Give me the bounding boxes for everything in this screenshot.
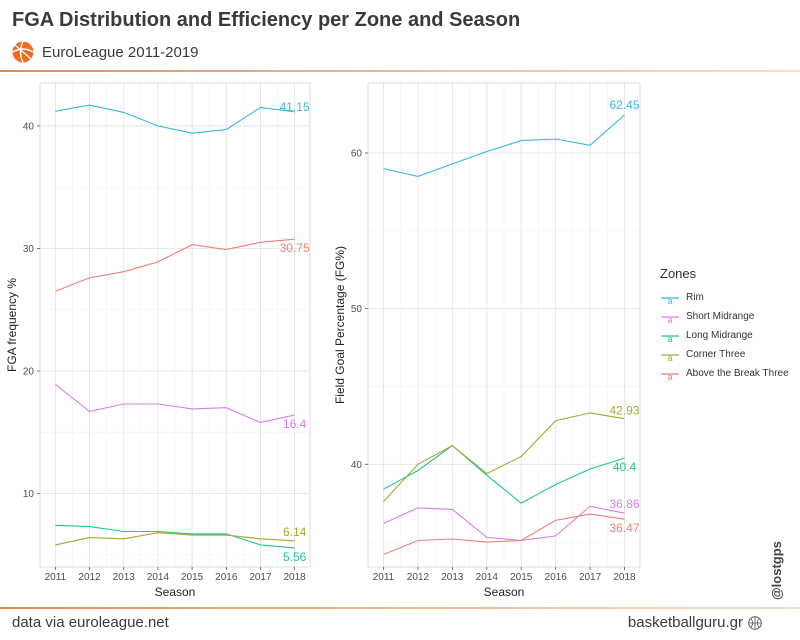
series-line-rim [383,114,625,177]
end-value-label: 40.4 [613,460,637,474]
legend-label: Short Midrange [686,311,755,322]
legend-key: a [661,296,679,305]
x-tick-label: 2012 [78,572,101,583]
end-value-label: 36.86 [609,497,639,511]
legend-key: a [661,334,679,343]
end-value-label: 62.45 [609,98,639,112]
fga-frequency-panel: 10 20 30 40 2011 2012 2013 2014 2015 2016 2017 2018… [5,82,311,599]
subtitle-row: EuroLeague 2011-2019 [12,40,199,64]
site-credit: basketballguru.gr [628,614,762,631]
svg-text:a: a [667,372,672,381]
series-line-above-the-break-three [383,513,625,556]
legend-key: a [661,353,679,362]
footer-divider [0,607,800,609]
end-value-label: 16.4 [283,417,307,431]
y-tick-label: 40 [351,460,363,471]
basketball-icon [748,615,762,630]
y-tick-label: 60 [351,149,363,160]
end-value-label: 5.56 [283,550,307,564]
series-line-corner-three [383,412,625,502]
legend-item: a Short Midrange [660,307,789,326]
charts-canvas: 10 20 30 40 2011 2012 2013 2014 2015 2016 2017 2018… [5,82,641,599]
y-axis-title: FGA frequency % [5,278,19,372]
series-line-rim [55,104,295,134]
series-line-above-the-break-three [55,238,295,292]
x-axis-title: Season [484,585,525,599]
legend-label: Corner Three [686,349,746,360]
x-tick-label: 2014 [147,572,170,583]
series-line-corner-three [55,532,295,546]
legend-label: Above the Break Three [686,368,789,379]
legend-label: Rim [686,292,704,303]
legend-item: a Rim [660,288,789,307]
legend-title: Zones [660,266,697,281]
x-tick-label: 2018 [613,572,636,583]
legend-key: a [661,315,679,324]
x-tick-label: 2013 [441,572,464,583]
y-axis-title: Field Goal Percentage (FG%) [333,246,347,404]
end-value-label: 41.15 [280,100,310,114]
legend-items: a Rim a Short Midrange a Long Midrange a Corner… [660,288,789,383]
svg-text:a: a [667,315,672,324]
x-tick-label: 2011 [45,572,67,583]
series-line-long-midrange [383,444,625,504]
x-tick-label: 2015 [510,572,533,583]
data-source: data via euroleague.net [12,614,169,631]
x-tick-label: 2014 [476,572,499,583]
x-tick-label: 2013 [113,572,136,583]
panel-border [367,82,641,568]
svg-text:a: a [667,296,672,305]
x-tick-label: 2011 [373,572,395,583]
end-value-label: 36.47 [609,521,639,535]
x-tick-label: 2015 [181,572,204,583]
legend-item: a Long Midrange [660,326,789,345]
panel-border [39,82,311,568]
legend-item: a Above the Break Three [660,364,789,383]
header-divider [0,70,800,72]
x-tick-label: 2017 [579,572,602,583]
legend-key: a [661,372,679,381]
series-line-long-midrange [55,524,295,549]
x-tick-label: 2016 [215,572,238,583]
y-tick-label: 30 [23,244,35,255]
x-tick-label: 2012 [407,572,430,583]
series-line-short-midrange [55,383,295,423]
legend: Zones a Rim a Short Midrange a Long Midrange a… [660,266,789,383]
site-name: basketballguru.gr [627,614,743,631]
legend-label: Long Midrange [686,330,753,341]
end-value-label: 42.93 [609,404,639,418]
end-value-label: 30.75 [280,241,310,255]
y-tick-label: 50 [351,304,363,315]
x-axis-title: Season [155,585,196,599]
y-tick-label: 40 [23,121,35,132]
fg-percentage-panel: 40 50 60 2011 2012 2013 2014 2015 2016 2017 2018 Se… [333,82,641,599]
header: FGA Distribution and Efficiency per Zone… [0,0,800,72]
y-tick-label: 10 [23,489,35,500]
subtitle: EuroLeague 2011-2019 [42,43,199,61]
y-tick-label: 20 [23,366,35,377]
svg-text:a: a [667,353,672,362]
svg-text:a: a [667,334,672,343]
legend-item: a Corner Three [660,345,789,364]
euroleague-ball-icon [12,41,34,63]
x-tick-label: 2018 [283,572,306,583]
author-handle: @lostgps [769,541,784,600]
series-line-short-midrange [383,505,625,542]
x-tick-label: 2016 [545,572,568,583]
page-title: FGA Distribution and Efficiency per Zone… [12,9,521,31]
end-value-label: 6.14 [283,525,307,539]
x-tick-label: 2017 [249,572,272,583]
